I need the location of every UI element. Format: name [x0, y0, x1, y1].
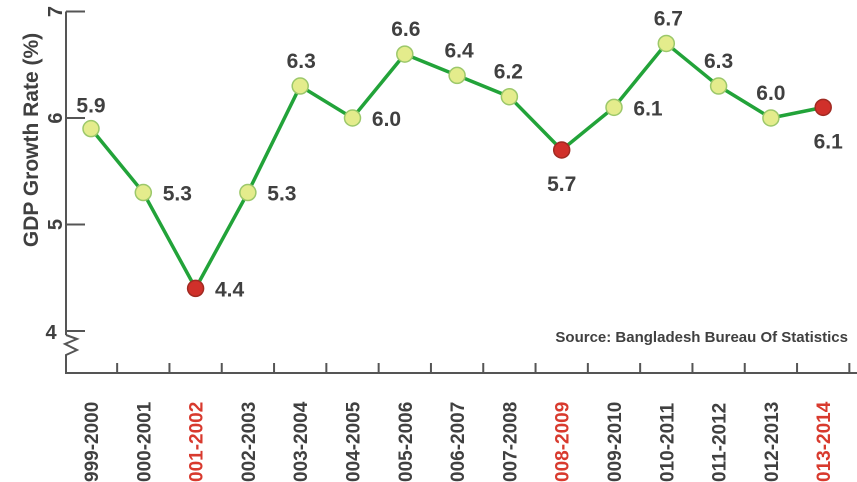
data-point: [448, 66, 466, 85]
x-tick-label: 011-2012: [710, 403, 731, 482]
x-tick-label: 007-2008: [500, 402, 521, 482]
data-label: 6.1: [814, 130, 844, 153]
data-label: 5.3: [163, 183, 192, 206]
data-label: 6.4: [444, 39, 474, 62]
data-label: 6.0: [372, 108, 401, 131]
data-point: [291, 77, 309, 95]
data-label: 5.9: [76, 95, 105, 118]
x-tick-label: 008-2009: [553, 402, 574, 482]
data-label: 6.1: [633, 97, 663, 120]
data-point: [82, 119, 100, 138]
x-tick-label: 009-2010: [605, 402, 626, 482]
x-tick-label: 999-2000: [82, 402, 103, 482]
data-label: 6.0: [756, 82, 785, 105]
y-tick-label: 6: [45, 112, 67, 123]
data-point: [605, 98, 623, 117]
data-label: 5.3: [267, 183, 296, 206]
data-label: 6.7: [654, 7, 683, 30]
x-tick-label: 002-2003: [239, 402, 260, 482]
x-tick-label: 013-2014: [814, 401, 835, 482]
axis-break-icon: [62, 334, 80, 373]
x-tick-label: 012-2013: [762, 402, 783, 482]
y-tick-label: 4: [45, 322, 57, 344]
data-point: [239, 183, 257, 202]
data-point: [762, 109, 780, 127]
highlighted-point: [186, 279, 205, 298]
data-point: [343, 109, 362, 127]
data-label: 4.4: [215, 278, 245, 301]
x-tick-label: 010-2011: [657, 402, 678, 482]
x-tick-label: 003-2004: [291, 401, 312, 482]
x-tick-label: 006-2007: [448, 402, 469, 482]
y-tick-label: 7: [45, 6, 67, 17]
data-point: [657, 34, 676, 53]
x-tick-label: 000-2001: [134, 401, 155, 482]
data-point: [500, 87, 519, 106]
data-label: 6.3: [287, 50, 316, 73]
data-label: 6.6: [391, 18, 420, 41]
x-tick-label: 005-2006: [396, 402, 417, 482]
x-tick-label: 004-2005: [344, 401, 365, 482]
highlighted-point: [814, 98, 832, 117]
data-point: [396, 45, 414, 63]
data-label: 5.7: [547, 173, 576, 196]
y-axis-label: GDP Growth Rate (%): [20, 33, 43, 247]
data-point: [134, 183, 153, 202]
highlighted-point: [552, 141, 571, 159]
data-point: [709, 77, 728, 95]
y-tick-label: 5: [45, 219, 67, 230]
data-label: 6.3: [704, 50, 733, 73]
x-tick-label: 001-2002: [187, 402, 208, 482]
source-annotation: Source: Bangladesh Bureau Of Statistics: [555, 329, 848, 346]
data-label: 6.2: [494, 61, 523, 84]
